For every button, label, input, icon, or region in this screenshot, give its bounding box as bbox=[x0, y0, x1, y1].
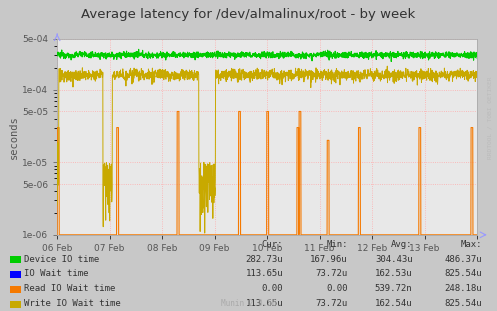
Text: 162.53u: 162.53u bbox=[375, 270, 413, 278]
Text: 248.18u: 248.18u bbox=[444, 285, 482, 293]
Text: Cur:: Cur: bbox=[262, 240, 283, 248]
Text: 73.72u: 73.72u bbox=[316, 299, 348, 308]
Text: 304.43u: 304.43u bbox=[375, 255, 413, 263]
Text: Device IO time: Device IO time bbox=[24, 255, 99, 263]
Text: 113.65u: 113.65u bbox=[246, 299, 283, 308]
Text: Min:: Min: bbox=[327, 240, 348, 248]
Text: 162.54u: 162.54u bbox=[375, 299, 413, 308]
Text: 282.73u: 282.73u bbox=[246, 255, 283, 263]
Y-axis label: seconds: seconds bbox=[9, 115, 19, 159]
Text: IO Wait time: IO Wait time bbox=[24, 270, 88, 278]
Text: 539.72n: 539.72n bbox=[375, 285, 413, 293]
Text: 167.96u: 167.96u bbox=[310, 255, 348, 263]
Text: 0.00: 0.00 bbox=[262, 285, 283, 293]
Text: 825.54u: 825.54u bbox=[444, 299, 482, 308]
Text: 825.54u: 825.54u bbox=[444, 270, 482, 278]
Text: Average latency for /dev/almalinux/root - by week: Average latency for /dev/almalinux/root … bbox=[82, 8, 415, 21]
Text: 113.65u: 113.65u bbox=[246, 270, 283, 278]
Text: Read IO Wait time: Read IO Wait time bbox=[24, 285, 115, 293]
Text: Avg:: Avg: bbox=[391, 240, 413, 248]
Text: 486.37u: 486.37u bbox=[444, 255, 482, 263]
Text: RRDTOOL / TOBI OETIKER: RRDTOOL / TOBI OETIKER bbox=[487, 77, 492, 160]
Text: Max:: Max: bbox=[461, 240, 482, 248]
Text: Munin 2.0.56: Munin 2.0.56 bbox=[221, 299, 276, 308]
Text: 0.00: 0.00 bbox=[327, 285, 348, 293]
Text: Write IO Wait time: Write IO Wait time bbox=[24, 299, 121, 308]
Text: 73.72u: 73.72u bbox=[316, 270, 348, 278]
